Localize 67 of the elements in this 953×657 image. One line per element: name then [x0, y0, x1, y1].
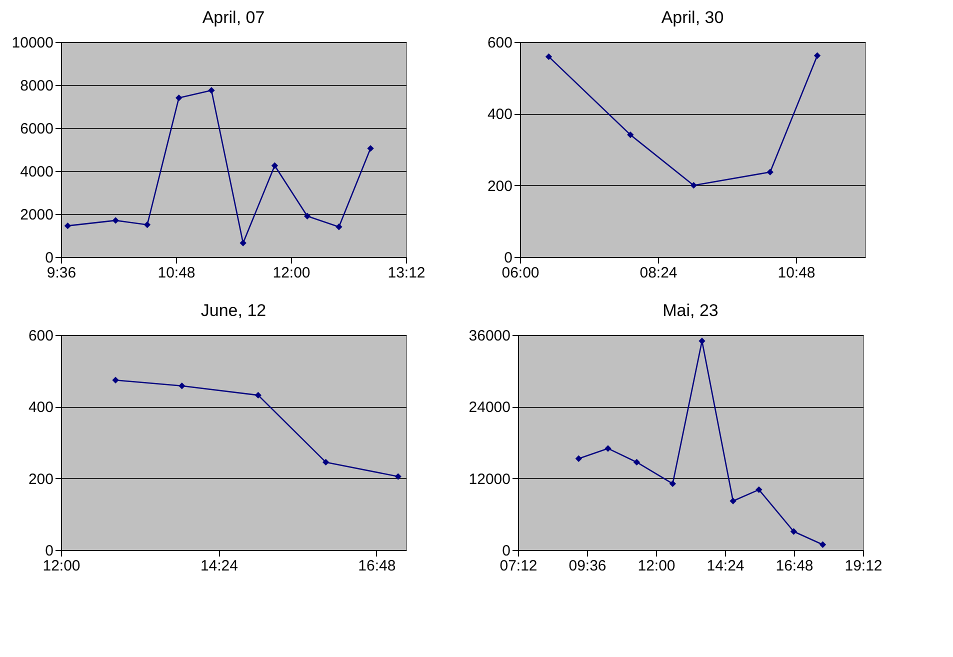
y-tick-label: 400	[487, 106, 512, 124]
y-tick-label: 2000	[20, 206, 54, 224]
point	[336, 224, 342, 230]
chart-title: April, 07	[202, 8, 265, 27]
point	[304, 212, 311, 220]
point	[604, 445, 612, 452]
x-tick-label: 06:00	[502, 264, 540, 282]
point	[730, 498, 736, 504]
y-tick-label: 24000	[468, 399, 510, 416]
x-tick-label: 07:12	[500, 558, 538, 574]
y-tick-label: 0	[502, 542, 510, 560]
point	[176, 94, 182, 102]
x-tick-label: 19:12	[844, 558, 882, 574]
y-tick-label: 0	[45, 250, 54, 266]
point	[240, 240, 246, 246]
point	[112, 217, 119, 224]
point	[394, 473, 402, 480]
y-tick-label: 6000	[20, 120, 54, 138]
chart-title: April, 30	[661, 8, 724, 27]
x-tick-label: 14:24	[706, 558, 744, 574]
y-tick-label: 36000	[468, 328, 510, 344]
y-tick-label: 600	[487, 34, 512, 52]
y-tick-label: 200	[28, 470, 54, 488]
y-tick-label: 600	[28, 328, 54, 344]
point	[690, 182, 698, 189]
x-tick-label: 09:36	[568, 558, 606, 574]
y-tick-label: 400	[28, 399, 54, 416]
point	[698, 338, 706, 344]
y-tick-label: 0	[45, 542, 54, 560]
x-tick-label: 9:36	[46, 264, 76, 282]
point	[112, 376, 119, 384]
point	[254, 392, 262, 399]
y-tick-label: 12000	[468, 470, 510, 488]
point	[178, 382, 186, 390]
x-tick-label: 12:00	[638, 558, 676, 574]
x-tick-label: 12:00	[42, 558, 80, 574]
point	[633, 458, 640, 466]
point	[144, 221, 151, 228]
x-tick-label: 12:00	[272, 264, 310, 282]
y-tick-label: 0	[504, 250, 512, 266]
point	[545, 53, 552, 60]
y-tick-label: 8000	[20, 78, 54, 94]
point	[756, 486, 762, 494]
point	[322, 458, 330, 466]
x-tick-label: 08:24	[640, 264, 678, 282]
x-tick-label: 16:48	[358, 558, 396, 574]
y-tick-label: 200	[487, 178, 512, 195]
point	[64, 222, 72, 230]
point	[627, 131, 634, 138]
point	[669, 480, 676, 488]
point	[790, 528, 798, 535]
point	[367, 145, 374, 152]
y-tick-label: 10000	[12, 34, 54, 52]
x-tick-label: 10:48	[778, 264, 816, 282]
x-tick-label: 10:48	[158, 264, 196, 282]
point	[819, 541, 826, 548]
x-tick-label: 13:12	[388, 264, 426, 282]
point	[208, 87, 215, 94]
chart-title: Mai, 23	[662, 301, 718, 320]
chart-title: June, 12	[200, 301, 266, 320]
point	[814, 52, 821, 59]
point	[766, 168, 774, 176]
x-tick-label: 14:24	[200, 558, 238, 574]
point	[271, 162, 278, 169]
x-tick-label: 16:48	[776, 558, 814, 574]
point	[575, 455, 582, 462]
y-tick-label: 4000	[20, 164, 54, 180]
